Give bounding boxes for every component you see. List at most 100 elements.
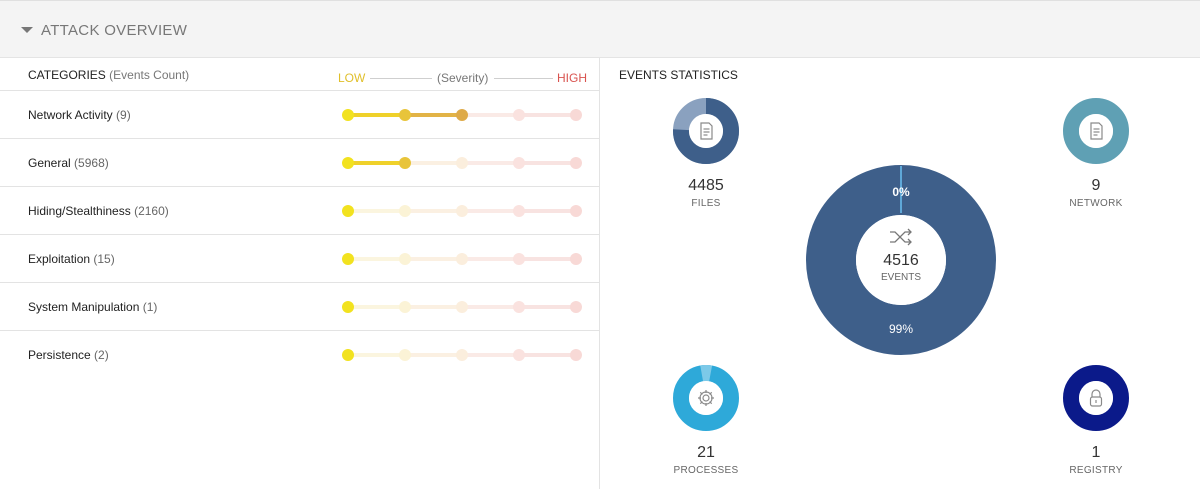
severity-dot [513,157,525,169]
severity-dot [513,349,525,361]
severity-dot [456,301,468,313]
severity-segment [348,113,405,117]
severity-segment [405,305,462,309]
severity-segment [405,353,462,357]
severity-scale [342,349,582,361]
category-row[interactable]: Persistence (2) [0,330,600,378]
category-label: General (5968) [28,156,109,170]
severity-dot [513,253,525,265]
network-stat[interactable]: 9 NETWORK [1026,98,1166,209]
network-count: 9 [1091,177,1101,194]
severity-segment [462,305,519,309]
severity-segment [462,209,519,213]
severity-segment [519,113,576,117]
events-statistics-title: EVENTS STATISTICS [619,68,738,82]
events-label: EVENTS [880,272,921,283]
category-name: System Manipulation [28,300,140,314]
caret-down-icon[interactable] [21,27,33,33]
severity-segment [462,353,519,357]
category-row[interactable]: Network Activity (9) [0,90,600,138]
severity-dot [570,109,582,121]
severity-divider [494,78,553,79]
registry-stat[interactable]: 1 REGISTRY [1026,365,1166,476]
files-count: 4485 [688,177,724,194]
donut-percent-bottom: 99% [888,322,914,336]
registry-count: 1 [1091,444,1101,461]
files-ring [673,98,739,164]
severity-dot [570,301,582,313]
severity-dot [570,205,582,217]
severity-dot [456,349,468,361]
severity-dot [342,205,354,217]
processes-stat[interactable]: 21 PROCESSES [636,365,776,476]
gear-icon [698,390,714,406]
category-count: (15) [93,252,115,266]
severity-dot [513,205,525,217]
category-name: Network Activity [28,108,113,122]
registry-label: REGISTRY [1069,465,1123,476]
shuffle-icon [890,228,912,246]
processes-label: PROCESSES [673,465,739,476]
categories-panel: CATEGORIES (Events Count) LOW (Severity)… [0,58,600,489]
category-row[interactable]: General (5968) [0,138,600,186]
severity-segment [405,257,462,261]
events-statistics-panel: EVENTS STATISTICS 4485 FILES [601,58,1200,489]
donut-percent-top: 0% [892,185,910,199]
severity-dot [342,157,354,169]
severity-dot [342,109,354,121]
category-name: General [28,156,71,170]
severity-dot [513,109,525,121]
category-label: Persistence (2) [28,348,109,362]
category-row[interactable]: Hiding/Stealthiness (2160) [0,186,600,234]
severity-dot [570,349,582,361]
files-stat[interactable]: 4485 FILES [636,98,776,209]
section-title: ATTACK OVERVIEW [41,22,188,39]
severity-label: (Severity) [437,71,489,85]
severity-segment [519,161,576,165]
severity-divider [370,78,432,79]
categories-heading-text: CATEGORIES [28,68,106,82]
severity-dot [399,301,411,313]
severity-segment [519,353,576,357]
category-count: (2160) [134,204,169,218]
attack-overview-header[interactable]: ATTACK OVERVIEW [0,0,1200,58]
severity-segment [348,209,405,213]
processes-count: 21 [697,444,715,461]
category-count: (9) [116,108,131,122]
registry-ring [1063,365,1129,431]
severity-scale [342,157,582,169]
severity-dot [399,349,411,361]
severity-dot [342,349,354,361]
category-name: Hiding/Stealthiness [28,204,131,218]
category-count: (2) [94,348,109,362]
category-name: Persistence [28,348,91,362]
severity-scale [342,253,582,265]
severity-scale [342,205,582,217]
severity-dot [399,157,411,169]
events-donut[interactable] [806,165,996,355]
category-count: (1) [142,300,158,314]
severity-segment [462,161,519,165]
category-label: Hiding/Stealthiness (2160) [28,204,169,218]
category-row[interactable]: System Manipulation (1) [0,282,600,330]
severity-dot [399,205,411,217]
severity-segment [405,113,462,117]
events-count: 4516 [883,252,919,269]
severity-dot [456,109,468,121]
severity-low-label: LOW [338,71,366,85]
severity-dot [456,205,468,217]
category-row[interactable]: Exploitation (15) [0,234,600,282]
category-count: (5968) [74,156,109,170]
document-icon [700,122,713,140]
severity-dot [342,253,354,265]
severity-segment [348,161,405,165]
network-ring [1063,98,1129,164]
category-label: System Manipulation (1) [28,300,157,314]
severity-dot [570,253,582,265]
network-label: NETWORK [1069,198,1123,209]
severity-dot [456,253,468,265]
categories-heading: CATEGORIES (Events Count) [28,68,189,82]
document-icon [1090,122,1103,140]
severity-segment [405,209,462,213]
severity-dot [513,301,525,313]
